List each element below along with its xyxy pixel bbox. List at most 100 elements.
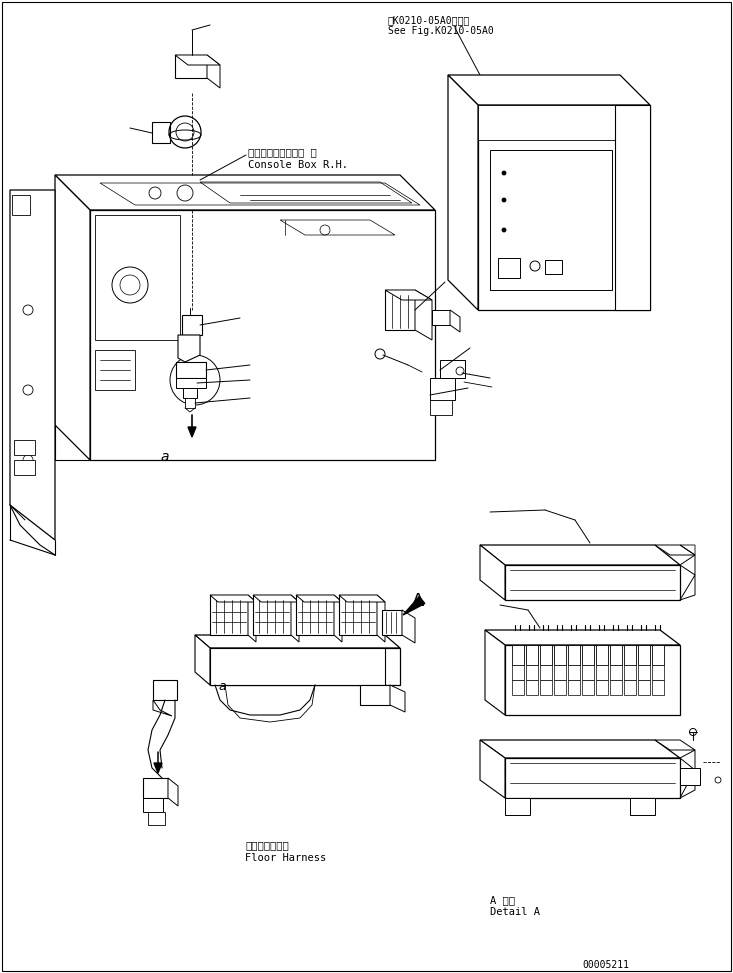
Polygon shape	[652, 645, 664, 665]
Polygon shape	[638, 645, 650, 665]
Polygon shape	[168, 778, 178, 806]
Polygon shape	[14, 440, 35, 455]
Polygon shape	[55, 175, 435, 210]
Text: コンソールボックス 右: コンソールボックス 右	[248, 147, 317, 157]
Text: 第K0210-05A0図参照: 第K0210-05A0図参照	[388, 15, 471, 25]
Polygon shape	[485, 630, 680, 645]
Polygon shape	[655, 740, 695, 750]
Polygon shape	[280, 220, 395, 235]
Polygon shape	[554, 645, 566, 665]
Polygon shape	[680, 555, 695, 575]
Polygon shape	[210, 595, 256, 602]
Polygon shape	[526, 645, 538, 665]
Polygon shape	[210, 648, 385, 685]
Polygon shape	[480, 740, 680, 758]
Polygon shape	[390, 685, 405, 712]
Polygon shape	[253, 595, 291, 635]
Polygon shape	[402, 610, 415, 643]
Polygon shape	[680, 575, 695, 600]
Polygon shape	[680, 750, 695, 770]
Polygon shape	[248, 595, 256, 642]
Text: Floor Harness: Floor Harness	[245, 853, 326, 863]
Polygon shape	[95, 350, 135, 390]
Polygon shape	[498, 258, 520, 278]
Polygon shape	[450, 310, 460, 332]
Polygon shape	[430, 378, 455, 400]
Polygon shape	[253, 595, 299, 602]
Text: See Fig.K0210-05A0: See Fig.K0210-05A0	[388, 26, 494, 36]
Polygon shape	[207, 55, 220, 88]
Circle shape	[502, 171, 506, 175]
Text: 00005211: 00005211	[582, 960, 629, 970]
Polygon shape	[630, 798, 655, 815]
Polygon shape	[195, 635, 400, 648]
Polygon shape	[188, 427, 196, 437]
Polygon shape	[582, 680, 594, 695]
Polygon shape	[526, 665, 538, 680]
Polygon shape	[178, 335, 200, 362]
Polygon shape	[377, 595, 385, 642]
Polygon shape	[680, 770, 695, 798]
Polygon shape	[154, 763, 162, 773]
Polygon shape	[582, 645, 594, 665]
Polygon shape	[175, 55, 207, 78]
Polygon shape	[545, 260, 562, 274]
Polygon shape	[195, 635, 210, 685]
Circle shape	[502, 228, 506, 232]
Polygon shape	[334, 595, 342, 642]
Text: A: A	[412, 592, 424, 610]
Polygon shape	[415, 290, 432, 340]
Polygon shape	[655, 545, 695, 555]
Polygon shape	[526, 680, 538, 695]
Polygon shape	[10, 190, 55, 540]
Polygon shape	[339, 595, 385, 602]
Polygon shape	[596, 680, 608, 695]
Polygon shape	[12, 195, 30, 215]
Polygon shape	[143, 798, 163, 812]
Polygon shape	[183, 388, 197, 398]
Polygon shape	[568, 665, 580, 680]
Polygon shape	[568, 680, 580, 695]
Polygon shape	[615, 105, 650, 310]
Polygon shape	[296, 595, 342, 602]
Polygon shape	[185, 398, 195, 408]
Polygon shape	[382, 610, 402, 635]
Polygon shape	[505, 565, 680, 600]
Polygon shape	[512, 645, 524, 665]
Polygon shape	[339, 595, 377, 635]
Polygon shape	[430, 400, 452, 415]
Polygon shape	[432, 310, 450, 325]
Polygon shape	[610, 645, 622, 665]
Text: Console Box R.H.: Console Box R.H.	[248, 160, 348, 170]
Polygon shape	[485, 630, 505, 715]
Text: a: a	[161, 450, 169, 464]
Polygon shape	[440, 360, 465, 378]
Circle shape	[502, 198, 506, 202]
Polygon shape	[478, 105, 650, 140]
Polygon shape	[554, 680, 566, 695]
Polygon shape	[385, 290, 415, 330]
Polygon shape	[175, 55, 220, 65]
Polygon shape	[403, 596, 425, 615]
Polygon shape	[624, 645, 636, 665]
Polygon shape	[480, 740, 505, 798]
Polygon shape	[505, 758, 680, 798]
Polygon shape	[153, 680, 177, 700]
Polygon shape	[148, 812, 165, 825]
Polygon shape	[505, 645, 680, 715]
Polygon shape	[596, 665, 608, 680]
Polygon shape	[624, 665, 636, 680]
Polygon shape	[624, 680, 636, 695]
Polygon shape	[291, 595, 299, 642]
Polygon shape	[582, 665, 594, 680]
Text: フロアハーネス: フロアハーネス	[245, 840, 289, 850]
Polygon shape	[448, 75, 650, 105]
Polygon shape	[176, 378, 206, 388]
Polygon shape	[638, 680, 650, 695]
Polygon shape	[153, 700, 172, 716]
Polygon shape	[480, 545, 680, 565]
Text: A 詳細: A 詳細	[490, 895, 515, 905]
Text: Detail A: Detail A	[490, 907, 540, 917]
Polygon shape	[448, 75, 478, 310]
Polygon shape	[512, 665, 524, 680]
